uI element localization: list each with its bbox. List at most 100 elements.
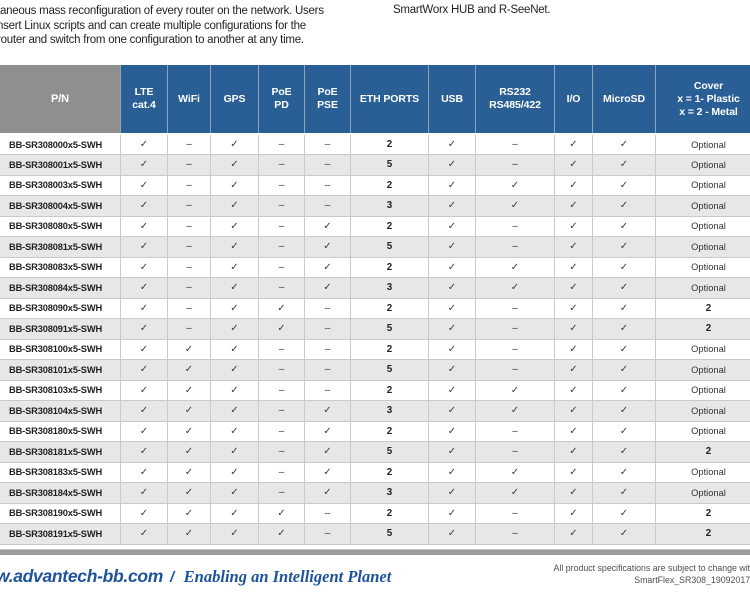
cell-usb: ✓ (428, 461, 476, 483)
cell-microsd: ✓ (592, 523, 656, 545)
cell-io: ✓ (554, 174, 593, 196)
intro-line: router and switch from one configuration… (0, 34, 304, 46)
cell-gps: ✓ (210, 318, 259, 340)
cell-eth-ports: 2 (350, 461, 429, 483)
cell-usb: ✓ (428, 523, 476, 545)
cell-usb: ✓ (428, 420, 476, 442)
cell-usb: ✓ (428, 154, 476, 176)
cell-rs232-rs485-422: ✓ (475, 379, 555, 401)
cell-wifi: – (167, 174, 211, 196)
cell-microsd: ✓ (592, 359, 656, 381)
cell-io: ✓ (554, 154, 593, 176)
footer-doc-id: SmartFlex_SR308_19092017d (634, 574, 750, 585)
cell-cover: 2 (655, 502, 750, 524)
cell-lte-cat4: ✓ (120, 502, 168, 524)
part-number: BB-SR308001x5-SWH (0, 154, 121, 176)
cell-eth-ports: 2 (350, 379, 429, 401)
cell-usb: ✓ (428, 318, 476, 340)
cell-microsd: ✓ (592, 236, 656, 258)
spec-table-header: P/N LTE cat.4 WiFi GPS PoE PD PoE PSE ETH PORTS US… (0, 65, 750, 135)
cell-rs232-rs485-422: – (475, 441, 555, 463)
cell-lte-cat4: ✓ (120, 256, 168, 278)
cell-lte-cat4: ✓ (120, 338, 168, 360)
cell-gps: ✓ (210, 420, 259, 442)
cell-eth-ports: 5 (350, 441, 429, 463)
cell-usb: ✓ (428, 215, 476, 237)
cell-cover: 2 (655, 297, 750, 319)
cell-wifi: – (167, 154, 211, 176)
cell-cover: Optional (655, 215, 750, 237)
cell-io: ✓ (554, 318, 593, 340)
footer-divider-bar (0, 549, 750, 555)
table-row: BB-SR308003x5-SWH ✓ – ✓ – –2 ✓ ✓ ✓ ✓ Optional (0, 174, 750, 196)
cell-gps: ✓ (210, 256, 259, 278)
footer-website-link[interactable]: w.advantech-bb.com (0, 566, 164, 586)
product-spec-table: P/N LTE cat.4 WiFi GPS PoE PD PoE PSE ETH PORTS US… (0, 65, 750, 545)
cell-cover: Optional (655, 133, 750, 155)
part-number: BB-SR308083x5-SWH (0, 256, 121, 278)
cell-gps: ✓ (210, 523, 259, 545)
cell-wifi: ✓ (167, 359, 211, 381)
cell-microsd: ✓ (592, 420, 656, 442)
cell-lte-cat4: ✓ (120, 441, 168, 463)
cell-wifi: ✓ (167, 502, 211, 524)
cell-poe-pd: – (258, 236, 305, 258)
cell-poe-pd: – (258, 195, 305, 217)
cell-poe-pd: ✓ (258, 523, 305, 545)
cell-microsd: ✓ (592, 379, 656, 401)
cell-wifi: ✓ (167, 441, 211, 463)
cell-eth-ports: 2 (350, 256, 429, 278)
cell-io: ✓ (554, 523, 593, 545)
cell-poe-pse: – (304, 338, 351, 360)
footer-disclaimer: All product specifications are subject t… (554, 563, 750, 586)
cell-gps: ✓ (210, 461, 259, 483)
cell-wifi: – (167, 318, 211, 340)
cell-poe-pd: – (258, 154, 305, 176)
cell-poe-pse: ✓ (304, 420, 351, 442)
part-number: BB-SR308181x5-SWH (0, 441, 121, 463)
cell-eth-ports: 3 (350, 400, 429, 422)
footer-tagline: Enabling an Intelligent Planet (183, 567, 392, 586)
part-number: BB-SR308104x5-SWH (0, 400, 121, 422)
column-header-poe-pd: PoE PD (258, 65, 305, 135)
cell-usb: ✓ (428, 338, 476, 360)
cell-eth-ports: 3 (350, 482, 429, 504)
cell-cover: Optional (655, 379, 750, 401)
cell-wifi: ✓ (167, 338, 211, 360)
cell-usb: ✓ (428, 359, 476, 381)
cell-usb: ✓ (428, 482, 476, 504)
cell-rs232-rs485-422: ✓ (475, 482, 555, 504)
cell-cover: Optional (655, 174, 750, 196)
table-row: BB-SR308181x5-SWH ✓ ✓ ✓ – ✓ 5 ✓ – ✓ ✓ 2 (0, 441, 750, 463)
cell-cover: 2 (655, 318, 750, 340)
cell-poe-pd: – (258, 420, 305, 442)
cell-microsd: ✓ (592, 215, 656, 237)
cell-eth-ports: 2 (350, 174, 429, 196)
cell-lte-cat4: ✓ (120, 154, 168, 176)
cell-poe-pse: – (304, 195, 351, 217)
cell-io: ✓ (554, 133, 593, 155)
cell-io: ✓ (554, 338, 593, 360)
cell-usb: ✓ (428, 133, 476, 155)
cell-wifi: ✓ (167, 400, 211, 422)
column-header-pn: P/N (0, 65, 121, 135)
cell-cover: Optional (655, 338, 750, 360)
cell-poe-pse: – (304, 502, 351, 524)
cell-usb: ✓ (428, 379, 476, 401)
part-number: BB-SR308081x5-SWH (0, 236, 121, 258)
table-row: BB-SR308180x5-SWH ✓ ✓ ✓ – ✓ 2 ✓ – ✓ ✓ Optional (0, 420, 750, 442)
table-row: BB-SR308081x5-SWH ✓ – ✓ – ✓ 5 ✓ – ✓ ✓ Optional (0, 236, 750, 258)
cell-lte-cat4: ✓ (120, 236, 168, 258)
cell-eth-ports: 2 (350, 297, 429, 319)
part-number: BB-SR308084x5-SWH (0, 277, 121, 299)
part-number: BB-SR308080x5-SWH (0, 215, 121, 237)
cell-io: ✓ (554, 400, 593, 422)
cell-poe-pd: ✓ (258, 502, 305, 524)
cell-lte-cat4: ✓ (120, 359, 168, 381)
intro-line: nsert Linux scripts and can create multi… (0, 19, 306, 32)
part-number: BB-SR308000x5-SWH (0, 133, 121, 155)
cell-poe-pd: – (258, 482, 305, 504)
cell-cover: Optional (655, 482, 750, 504)
cell-microsd: ✓ (592, 461, 656, 483)
